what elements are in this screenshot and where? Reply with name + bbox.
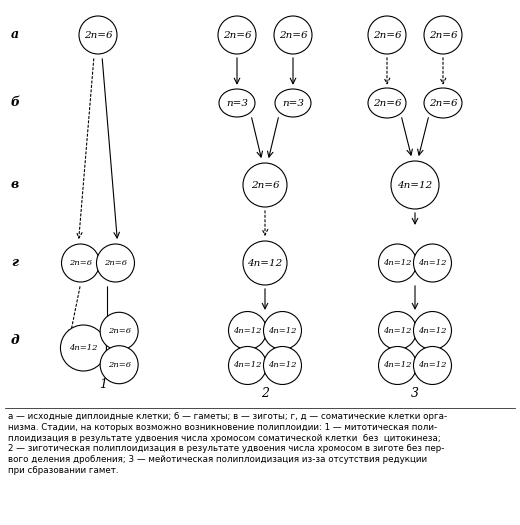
Text: n=3: n=3 [226, 99, 248, 108]
Text: а — исходные диплоидные клетки; б — гаметы; в — зиготы; г, д — соматические клет: а — исходные диплоидные клетки; б — гаме… [8, 412, 447, 421]
Circle shape [79, 16, 117, 54]
Text: д: д [10, 333, 19, 346]
Circle shape [274, 16, 312, 54]
Circle shape [379, 346, 417, 384]
Text: 2n=6: 2n=6 [84, 30, 112, 39]
Text: плоидизация в результате удвоения числа хромосом соматической клетки  без  циток: плоидизация в результате удвоения числа … [8, 434, 441, 443]
Text: 2n=6: 2n=6 [373, 30, 401, 39]
Text: 4n=12: 4n=12 [268, 327, 297, 334]
Text: 2 — зиготическая полиплоидизация в результате удвоения числа хромосом в зиготе б: 2 — зиготическая полиплоидизация в резул… [8, 444, 445, 454]
Text: а: а [11, 28, 19, 41]
Text: n=3: n=3 [282, 99, 304, 108]
Circle shape [243, 241, 287, 285]
Circle shape [368, 16, 406, 54]
Ellipse shape [424, 88, 462, 118]
Circle shape [228, 346, 267, 384]
Text: низма. Стадии, на которых возможно возникновение полиплоидии: 1 — митотическая п: низма. Стадии, на которых возможно возни… [8, 423, 437, 432]
Circle shape [413, 311, 451, 350]
Text: 2n=6: 2n=6 [104, 259, 127, 267]
Text: 2n=6: 2n=6 [373, 99, 401, 108]
Text: 2n=6: 2n=6 [428, 99, 457, 108]
Circle shape [100, 312, 138, 350]
Text: 4n=12: 4n=12 [248, 258, 283, 268]
Text: 4n=12: 4n=12 [69, 344, 98, 352]
Text: 2n=6: 2n=6 [223, 30, 251, 39]
Circle shape [100, 346, 138, 384]
Text: 2n=6: 2n=6 [251, 181, 279, 190]
Circle shape [97, 244, 135, 282]
Text: 4n=12: 4n=12 [418, 259, 447, 267]
Text: при сбразовании гамет.: при сбразовании гамет. [8, 466, 119, 475]
Text: 2n=6: 2n=6 [69, 259, 92, 267]
Ellipse shape [368, 88, 406, 118]
Ellipse shape [219, 89, 255, 117]
Text: 4n=12: 4n=12 [383, 362, 412, 370]
Text: 2n=6: 2n=6 [428, 30, 457, 39]
Text: 3: 3 [411, 386, 419, 400]
Text: в: в [11, 178, 19, 192]
Text: 4n=12: 4n=12 [418, 362, 447, 370]
Circle shape [391, 161, 439, 209]
Circle shape [379, 244, 417, 282]
Text: 4n=12: 4n=12 [268, 362, 297, 370]
Text: 4n=12: 4n=12 [233, 362, 262, 370]
Circle shape [243, 163, 287, 207]
Text: б: б [10, 97, 20, 110]
Circle shape [60, 325, 107, 371]
Text: 4n=12: 4n=12 [233, 327, 262, 334]
Circle shape [424, 16, 462, 54]
Circle shape [218, 16, 256, 54]
Circle shape [413, 244, 451, 282]
Text: 2: 2 [261, 386, 269, 400]
Text: 2n=6: 2n=6 [279, 30, 307, 39]
Circle shape [264, 311, 302, 350]
Circle shape [413, 346, 451, 384]
Circle shape [379, 311, 417, 350]
Text: 4n=12: 4n=12 [397, 181, 433, 190]
Text: 1: 1 [99, 379, 107, 392]
Text: 2n=6: 2n=6 [108, 327, 131, 335]
Text: 4n=12: 4n=12 [383, 327, 412, 334]
Text: 2n=6: 2n=6 [108, 361, 131, 369]
Text: г: г [11, 257, 19, 269]
Circle shape [61, 244, 99, 282]
Text: 4n=12: 4n=12 [383, 259, 412, 267]
Text: вого деления дробления; 3 — мейотическая полиплоидизация из-за отсутствия редукц: вого деления дробления; 3 — мейотическая… [8, 455, 427, 464]
Text: 4n=12: 4n=12 [418, 327, 447, 334]
Ellipse shape [275, 89, 311, 117]
Circle shape [264, 346, 302, 384]
Circle shape [228, 311, 267, 350]
